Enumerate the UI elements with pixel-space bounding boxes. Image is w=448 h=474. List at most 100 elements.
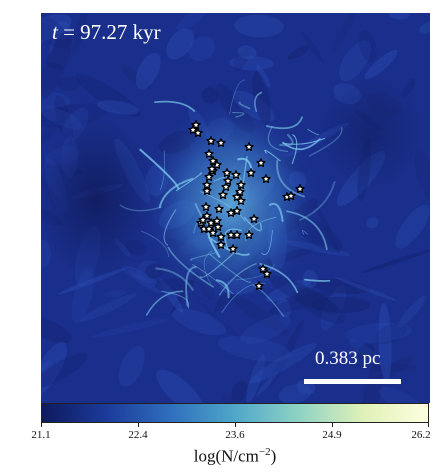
filament: [307, 129, 319, 135]
filament: [264, 149, 281, 162]
gas-wisp: [103, 289, 127, 298]
filament: [155, 267, 194, 291]
star-marker: [216, 232, 226, 242]
gas-wisp: [120, 65, 152, 90]
gas-wisp: [41, 110, 68, 149]
colorbar-tick: [332, 423, 333, 427]
gas-wisp: [229, 56, 274, 71]
star-marker: [232, 192, 242, 202]
gas-wisp: [359, 30, 377, 63]
filament: [232, 111, 245, 118]
cloud-core-glow: [141, 98, 321, 308]
gas-wisp: [172, 308, 227, 336]
gas-wisp: [344, 322, 412, 343]
filament: [200, 191, 246, 222]
gas-wisp: [176, 13, 209, 31]
gas-wisp: [310, 278, 371, 294]
filament: [119, 204, 162, 212]
gas-wisp: [315, 204, 340, 254]
gas-wisp: [378, 303, 392, 383]
filament: [304, 278, 331, 282]
gas-wisp: [287, 46, 309, 60]
gas-wisp: [92, 318, 169, 338]
star-marker: [226, 208, 236, 218]
gas-wisp: [414, 150, 430, 206]
star-marker: [258, 264, 268, 274]
gas-wisp: [57, 76, 81, 92]
star-marker: [286, 191, 296, 201]
filament: [237, 157, 253, 171]
filament: [203, 250, 213, 285]
star-marker: [262, 269, 272, 279]
gas-wisp: [278, 384, 312, 403]
gas-wisp: [364, 50, 398, 80]
gas-wisp: [127, 268, 169, 285]
gas-wisp: [166, 28, 195, 60]
gas-wisp: [374, 323, 408, 345]
gas-wisp: [237, 45, 257, 60]
star-marker: [188, 125, 198, 135]
filament: [175, 172, 202, 192]
star-marker: [216, 138, 226, 148]
filament: [286, 210, 328, 251]
gas-wisp: [356, 343, 376, 361]
gas-wisp: [145, 263, 163, 279]
filament: [282, 138, 321, 150]
filament: [185, 265, 197, 307]
colorbar-tick-label: 26.2: [411, 429, 431, 441]
dark-void: [41, 113, 156, 283]
colorbar-label-exponent: −2: [258, 446, 271, 458]
star-marker: [212, 216, 222, 226]
filament: [221, 282, 266, 313]
filament: [209, 253, 251, 283]
star-marker: [213, 222, 223, 232]
filament: [267, 126, 289, 153]
gas-wisp: [353, 362, 418, 372]
gas-wisp: [256, 371, 279, 397]
gas-wisp: [217, 335, 291, 362]
gas-wisp: [46, 62, 64, 70]
gas-wisp: [268, 290, 335, 314]
filament: [268, 202, 284, 223]
gas-wisp: [302, 269, 318, 288]
gas-wisp: [234, 14, 284, 38]
star-marker: [231, 170, 241, 180]
star-marker: [204, 149, 214, 159]
filament: [299, 181, 336, 221]
timestamp-label: t = 97.27 kyr: [52, 20, 161, 45]
star-marker: [204, 224, 214, 234]
gas-wisp: [41, 14, 72, 45]
star-marker: [191, 120, 201, 130]
gas-wisp: [54, 21, 71, 40]
dark-void: [316, 73, 426, 193]
gas-wisp: [335, 277, 397, 302]
gas-wisp: [75, 74, 142, 118]
gas-wisp: [294, 287, 345, 324]
gas-wisp: [49, 35, 56, 55]
star-marker: [207, 164, 217, 174]
star-marker: [256, 158, 266, 168]
filament: [276, 159, 305, 198]
gas-wisp: [136, 260, 161, 284]
gas-wisp: [41, 359, 52, 385]
gas-wisp: [41, 13, 71, 49]
gas-wisp: [233, 47, 250, 72]
gas-wisp: [221, 392, 235, 403]
filament: [259, 263, 299, 294]
gas-wisp: [41, 239, 52, 268]
filament: [279, 133, 294, 147]
gas-wisp: [41, 353, 88, 388]
star-marker: [208, 156, 218, 166]
gas-wisp: [41, 89, 71, 108]
star-marker: [235, 187, 245, 197]
colorbar-tick: [138, 423, 139, 427]
star-marker: [214, 204, 224, 214]
star-marker: [236, 196, 246, 206]
star-marker: [261, 174, 271, 184]
star-marker: [249, 214, 259, 224]
star-marker: [221, 182, 231, 192]
star-marker: [228, 244, 238, 254]
star-marker: [236, 180, 246, 190]
filament: [282, 137, 326, 145]
star-markers: [188, 120, 305, 291]
